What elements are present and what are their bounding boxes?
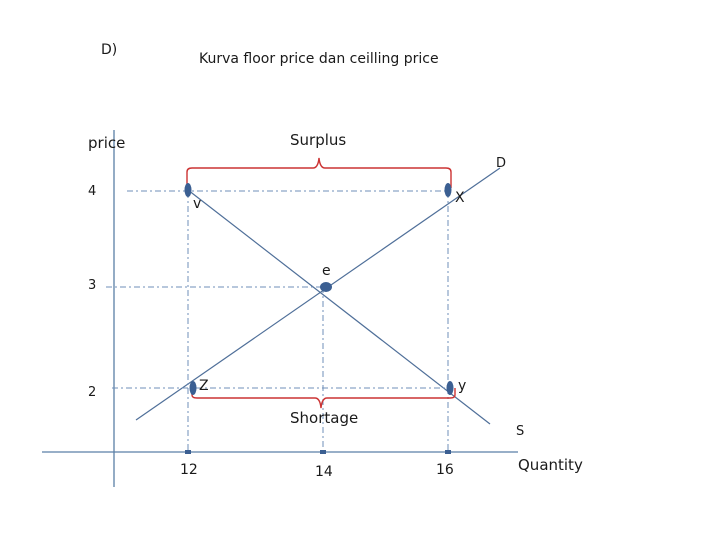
point-x-label: X <box>455 190 465 206</box>
point-y-label: y <box>458 378 467 394</box>
surplus-brace <box>186 157 452 190</box>
demand-line <box>187 189 491 425</box>
marker-y <box>446 381 454 395</box>
tick-qty-12 <box>185 450 191 454</box>
supply-line <box>135 167 501 421</box>
tick-qty-16 <box>445 450 451 454</box>
shortage-brace <box>191 388 456 409</box>
marker-x <box>444 183 452 197</box>
shortage-label: Shortage <box>290 409 359 427</box>
surplus-label: Surplus <box>290 131 347 149</box>
point-v-label: v <box>193 196 202 212</box>
demand-label: D <box>496 156 507 171</box>
supply-label: S <box>516 424 525 439</box>
marker-z <box>189 381 197 395</box>
tick-qty-14 <box>320 450 326 454</box>
slide-letter: D) <box>101 42 118 58</box>
marker-v <box>184 183 192 197</box>
tick-label-qty-12: 12 <box>180 462 198 478</box>
marker-e <box>320 282 332 292</box>
tick-label-qty-14: 14 <box>315 464 333 480</box>
equilibrium-label: e <box>322 263 331 279</box>
point-z-label: Z <box>199 378 209 394</box>
x-axis-label: Quantity <box>518 456 583 474</box>
tick-label-qty-16: 16 <box>436 462 454 478</box>
tick-label-price-4: 4 <box>88 184 97 199</box>
tick-label-price-2: 2 <box>88 385 97 400</box>
tick-label-price-3: 3 <box>88 278 97 293</box>
slide-title: Kurva floor price dan ceilling price <box>199 51 439 67</box>
y-axis-label: price <box>88 134 126 152</box>
